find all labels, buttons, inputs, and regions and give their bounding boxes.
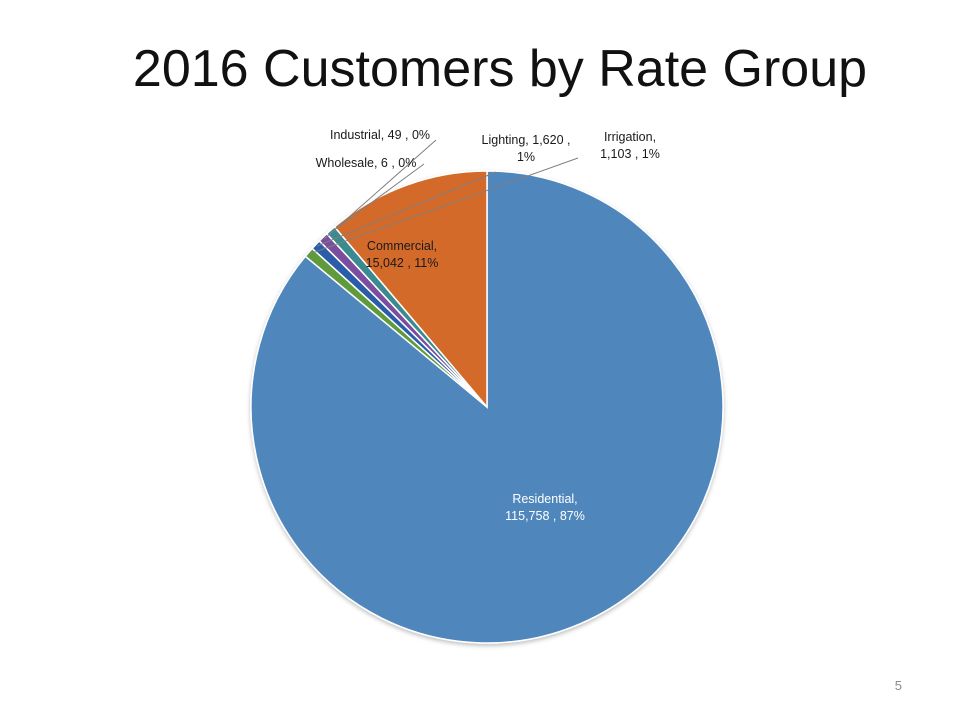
pie-slices [250, 170, 724, 644]
leader-line-industrial [324, 139, 437, 240]
slide-title: 2016 Customers by Rate Group [132, 40, 868, 98]
leader-line-lighting [316, 171, 497, 247]
data-label-industrial: Industrial, 49 , 0% [330, 128, 430, 142]
leader-line-irrigation [310, 157, 579, 255]
page-number: 5 [894, 678, 902, 693]
data-label-commercial: Commercial, 15,042 , 11% [366, 239, 439, 270]
data-label-wholesale: Wholesale, 6 , 0% [316, 156, 417, 170]
leader-line-wholesale [331, 163, 425, 233]
pie-slice-commercial [333, 170, 488, 410]
data-label-lighting: Lighting, 1,620 , 1% [482, 133, 571, 164]
data-label-residential: Residential, 115,758 , 87% [505, 492, 585, 523]
data-labels: Residential, 115,758 , 87% Irrigation, 1,10… [316, 128, 660, 523]
data-label-irrigation: Irrigation, 1,103 , 1% [600, 130, 660, 161]
label-leader-lines [310, 139, 579, 255]
